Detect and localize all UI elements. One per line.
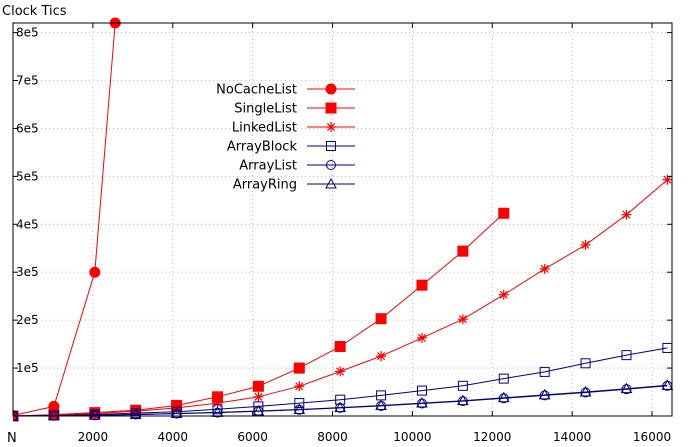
x-tick-label: 2000 bbox=[78, 430, 109, 444]
data-point bbox=[416, 332, 427, 343]
data-point bbox=[457, 380, 468, 391]
y-tick-label: 7e5 bbox=[16, 74, 39, 88]
data-point bbox=[457, 245, 469, 257]
y-axis-label: Clock Tics bbox=[2, 4, 67, 19]
data-point bbox=[539, 263, 550, 274]
data-point bbox=[375, 399, 387, 410]
legend: NoCacheList SingleList LinkedList ArrayBloc… bbox=[216, 83, 355, 193]
legend-label: ArrayBlock bbox=[227, 140, 298, 155]
x-tick-label: 12000 bbox=[473, 430, 511, 444]
grid-lines bbox=[13, 23, 672, 416]
x-tick-label: 14000 bbox=[553, 430, 591, 444]
y-tick-label: 2e5 bbox=[16, 313, 39, 327]
data-point bbox=[334, 401, 347, 413]
data-point bbox=[497, 391, 510, 403]
x-tick-label: 10000 bbox=[393, 430, 431, 444]
data-point bbox=[326, 141, 336, 151]
data-point bbox=[416, 279, 428, 291]
y-tick-label: 4e5 bbox=[16, 217, 39, 231]
data-point bbox=[539, 366, 550, 377]
data-point bbox=[88, 409, 101, 420]
y-tick-label: 6e5 bbox=[16, 121, 39, 135]
data-point bbox=[129, 408, 142, 419]
x-tick-label: 16000 bbox=[633, 430, 671, 444]
data-point bbox=[252, 380, 264, 392]
data-point bbox=[335, 366, 346, 377]
series-layer bbox=[13, 17, 674, 422]
data-point bbox=[293, 362, 305, 374]
x-tick-label: 6000 bbox=[237, 430, 268, 444]
legend-label: SingleList bbox=[234, 102, 297, 117]
series-line bbox=[13, 179, 668, 417]
data-point bbox=[335, 394, 346, 405]
data-point bbox=[662, 174, 673, 185]
legend-label: ArrayList bbox=[239, 159, 297, 174]
legend-label: NoCacheList bbox=[216, 83, 297, 98]
data-point bbox=[325, 177, 337, 189]
series-line bbox=[13, 22, 116, 416]
data-point bbox=[375, 313, 387, 325]
plot-frame bbox=[12, 22, 673, 417]
data-point bbox=[253, 391, 264, 402]
data-point bbox=[325, 83, 337, 95]
data-point bbox=[376, 351, 387, 362]
series-ArrayRing bbox=[13, 379, 674, 421]
data-point bbox=[621, 350, 632, 361]
data-point bbox=[620, 382, 633, 394]
y-tick-label: 1e5 bbox=[16, 361, 39, 375]
series-line bbox=[13, 384, 668, 417]
data-point bbox=[498, 373, 509, 384]
data-point bbox=[326, 160, 336, 170]
data-point bbox=[48, 409, 60, 421]
data-point bbox=[457, 314, 468, 325]
x-tick-label: 8000 bbox=[317, 430, 348, 444]
data-point bbox=[89, 408, 100, 419]
data-point bbox=[498, 207, 510, 219]
y-tick-label: 8e5 bbox=[16, 26, 39, 40]
x-axis-label: N bbox=[7, 431, 17, 446]
series-line bbox=[13, 347, 668, 417]
data-point bbox=[334, 341, 346, 353]
data-point bbox=[538, 388, 551, 400]
data-point bbox=[89, 266, 101, 278]
data-point bbox=[416, 397, 428, 408]
data-point bbox=[498, 289, 509, 300]
data-point bbox=[661, 379, 674, 390]
y-tick-label: 3e5 bbox=[16, 265, 39, 279]
data-point bbox=[580, 358, 591, 369]
data-point bbox=[130, 406, 141, 417]
data-point bbox=[293, 403, 306, 415]
data-point bbox=[294, 398, 305, 409]
data-point bbox=[457, 394, 469, 406]
data-point bbox=[621, 209, 632, 220]
data-point bbox=[252, 404, 265, 416]
data-point bbox=[212, 398, 223, 409]
data-point bbox=[579, 386, 592, 397]
data-point bbox=[325, 102, 337, 114]
x-tick-label: 4000 bbox=[157, 430, 188, 444]
data-point bbox=[580, 239, 591, 250]
series-LinkedList bbox=[13, 174, 673, 421]
axis-ticks: 2000 4000 6000 8000 10000 12000 14000 16000 1e5 2… bbox=[13, 23, 672, 444]
legend-label: ArrayRing bbox=[233, 178, 297, 193]
data-point bbox=[294, 381, 305, 392]
legend-label: LinkedList bbox=[232, 121, 297, 136]
data-point bbox=[326, 122, 336, 132]
data-point bbox=[416, 385, 427, 396]
data-point bbox=[212, 404, 223, 415]
data-point bbox=[170, 407, 183, 419]
y-tick-label: 5e5 bbox=[16, 169, 39, 183]
